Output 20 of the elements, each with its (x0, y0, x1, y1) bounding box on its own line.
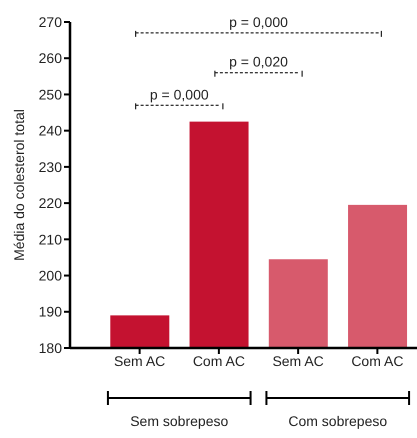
y-tick-label: 230 (38, 158, 62, 175)
y-tick-label: 220 (38, 195, 62, 212)
y-tick-label: 190 (38, 304, 62, 320)
y-tick-label: 250 (38, 86, 62, 102)
y-axis-title: Média do colesterol total (11, 109, 27, 261)
annotation: p = 0,020 (229, 54, 288, 70)
y-tick-label: 210 (38, 231, 62, 248)
text: Sem sobrepeso (130, 413, 228, 429)
x-tick-label: Sem AC (272, 352, 324, 369)
text: Com sobrepeso (288, 413, 388, 429)
x-tick-label: Sem AC (114, 352, 166, 369)
y-tick-label: 200 (38, 268, 62, 284)
y-tick-label: 180 (38, 340, 62, 356)
y-tick-label: 260 (38, 50, 62, 66)
x-tick-label: Com AC (192, 352, 245, 369)
annotation: p = 0,000 (150, 86, 209, 102)
x-tick-label: Com AC (351, 352, 404, 369)
annotation: p = 0,000 (229, 14, 288, 30)
y-tick-label: 270 (38, 14, 62, 30)
y-tick-label: 240 (38, 122, 62, 139)
